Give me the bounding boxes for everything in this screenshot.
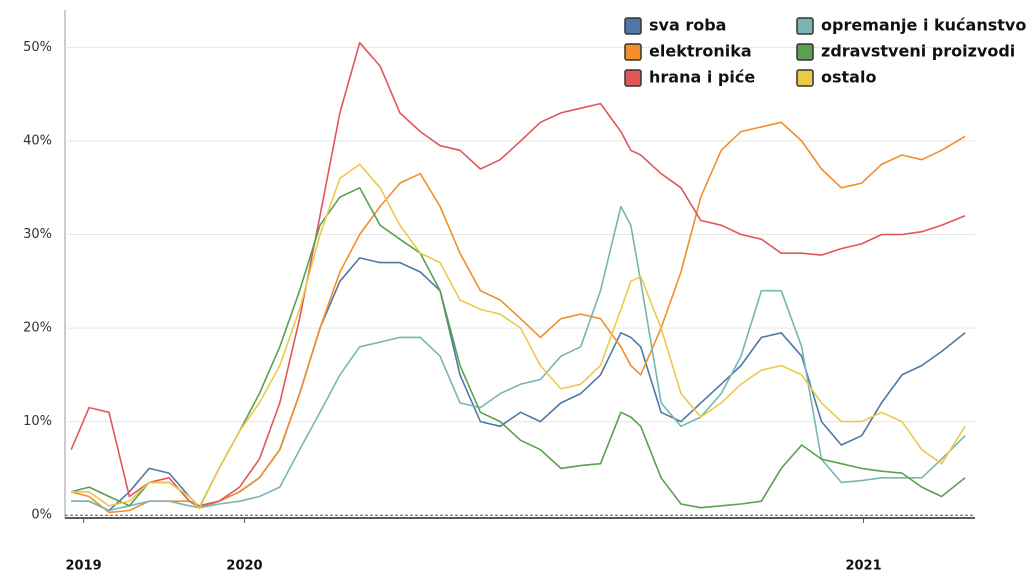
- legend-label: hrana i piće: [649, 68, 755, 87]
- series-line: [71, 163, 966, 510]
- y-tick-label: 50%: [23, 40, 52, 55]
- y-tick-label: 20%: [23, 321, 52, 336]
- legend-swatch: [796, 17, 814, 35]
- series-line: [70, 187, 966, 509]
- y-tick-label: 40%: [23, 133, 52, 148]
- series-line: [70, 41, 966, 507]
- series-line: [71, 257, 966, 512]
- legend-label: zdravstveni proizvodi: [821, 42, 1015, 61]
- legend-swatch: [624, 17, 642, 35]
- x-tick-label: 2019: [65, 559, 101, 574]
- y-tick-label: 0%: [31, 508, 52, 523]
- y-tick-label: 10%: [23, 414, 52, 429]
- legend-label: ostalo: [821, 68, 876, 87]
- x-tick-label: 2020: [226, 559, 262, 574]
- legend-swatch: [796, 69, 814, 87]
- legend-swatch: [624, 43, 642, 61]
- series-line: [70, 121, 966, 514]
- legend-swatch: [796, 43, 814, 61]
- legend-label: sva roba: [649, 16, 726, 35]
- y-tick-label: 30%: [23, 227, 52, 242]
- legend-label: opremanje i kućanstvo: [821, 16, 1026, 35]
- legend-swatch: [624, 69, 642, 87]
- legend-label: elektronika: [649, 42, 752, 61]
- x-tick-label: 2021: [845, 559, 881, 574]
